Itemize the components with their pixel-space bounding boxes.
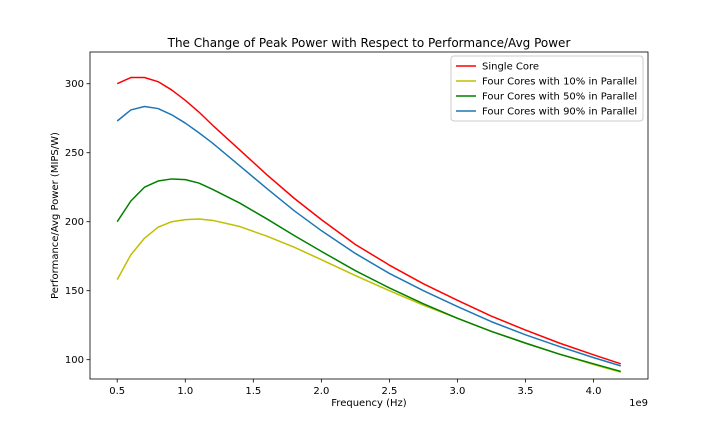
x-tick-label: 1.5 — [245, 386, 261, 397]
series-line-4 — [116, 105, 621, 367]
x-tick-label: 4.0 — [586, 386, 602, 397]
legend-label: Single Core — [482, 62, 539, 73]
x-tick-label: 2.0 — [313, 386, 329, 397]
y-axis-label: Performance/Avg Power (MIPS/W) — [50, 132, 61, 299]
x-tick-label: 3.5 — [518, 386, 534, 397]
x-axis-offset-label: 1e9 — [629, 398, 648, 409]
legend: Single Core Four Cores with 10% in Parall… — [450, 55, 644, 122]
x-axis-label: Frequency (Hz) — [331, 398, 407, 409]
plot-area — [116, 76, 622, 373]
legend-label: Four Cores with 50% in Parallel — [482, 92, 637, 103]
y-axis-ticks: 100 150 200 250 300 — [65, 79, 90, 366]
x-tick-label: 1.0 — [177, 386, 193, 397]
legend-box — [450, 55, 644, 122]
x-tick-label: 3.0 — [450, 386, 466, 397]
series-line-3 — [116, 178, 621, 373]
series-line-1 — [116, 76, 622, 365]
y-tick-label: 100 — [65, 355, 84, 366]
chart-title: The Change of Peak Power with Respect to… — [167, 36, 571, 50]
plot-frame — [89, 51, 649, 380]
legend-label: Four Cores with 10% in Parallel — [482, 77, 637, 88]
y-tick-label: 300 — [65, 79, 84, 90]
x-tick-label: 2.5 — [381, 386, 397, 397]
y-tick-label: 150 — [65, 286, 84, 297]
y-tick-label: 200 — [65, 217, 84, 228]
x-tick-label: 0.5 — [109, 386, 125, 397]
legend-label: Four Cores with 90% in Parallel — [482, 107, 637, 118]
x-axis-ticks: 0.5 1.0 1.5 2.0 2.5 3.0 3.5 4.0 — [109, 379, 602, 397]
y-tick-label: 250 — [65, 148, 84, 159]
